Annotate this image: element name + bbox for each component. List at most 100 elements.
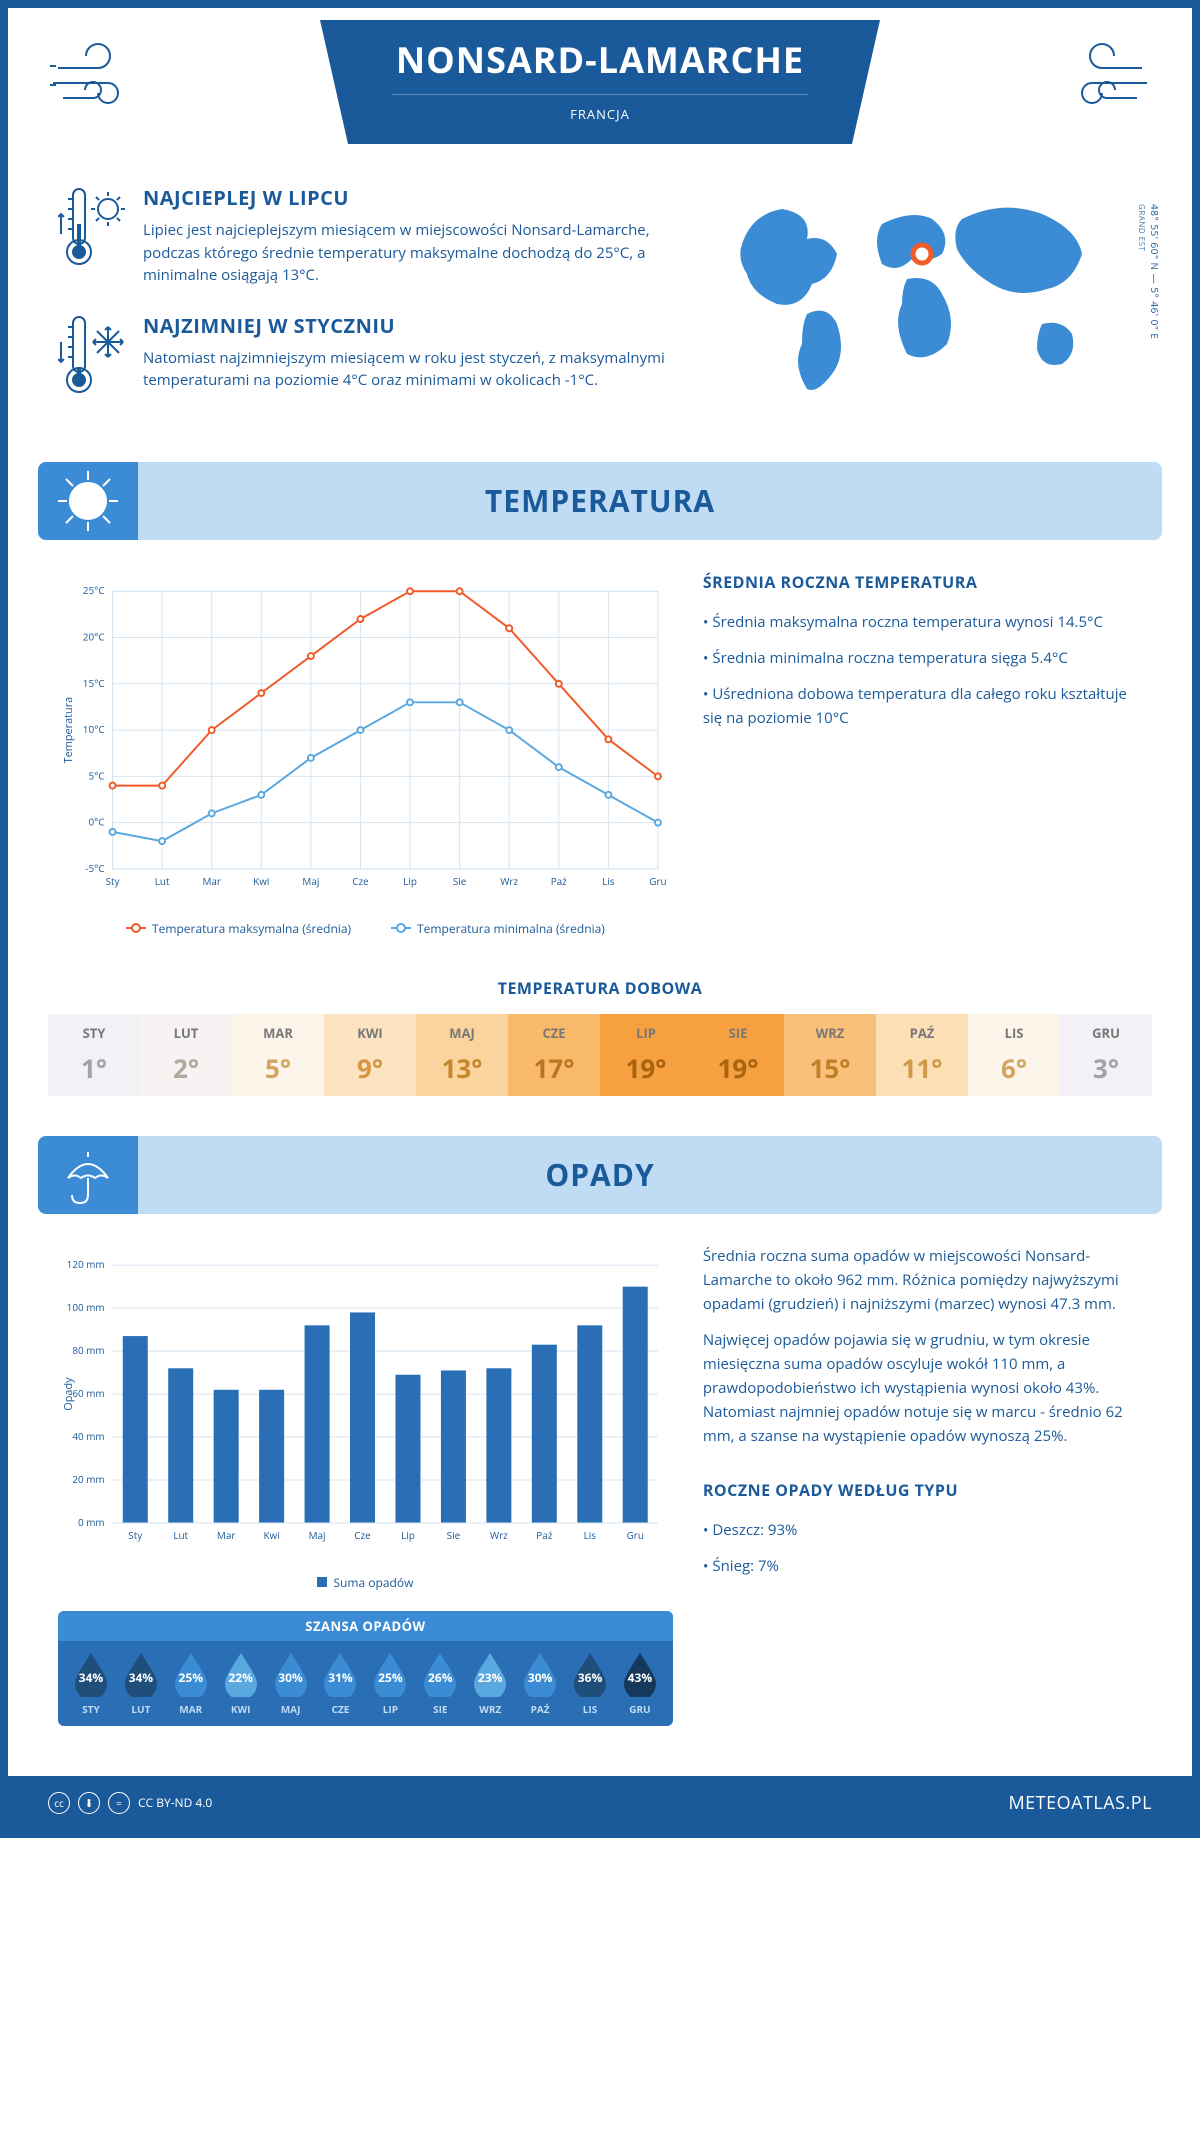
daily-cell: GRU 3°	[1060, 1014, 1152, 1096]
svg-text:40 mm: 40 mm	[72, 1429, 104, 1443]
svg-text:Lip: Lip	[403, 873, 417, 887]
raindrop-icon: 43%	[620, 1651, 660, 1697]
rain-chance-cell: 34% STY	[68, 1651, 114, 1716]
svg-text:Gru: Gru	[627, 1527, 644, 1541]
daily-cell: LUT 2°	[140, 1014, 232, 1096]
rain-chance-month: LIP	[367, 1702, 413, 1716]
rain-chance-cell: 34% LUT	[118, 1651, 164, 1716]
hot-text: Lipiec jest najcieplejszym miesiącem w m…	[143, 219, 692, 287]
precip-section-title: OPADY	[138, 1154, 1162, 1195]
rain-chance-cell: 22% KWI	[218, 1651, 264, 1716]
svg-text:Paź: Paź	[536, 1527, 552, 1541]
svg-text:20 mm: 20 mm	[72, 1472, 104, 1486]
temp-sidebar-title: ŚREDNIA ROCZNA TEMPERATURA	[703, 570, 1142, 596]
rain-chance-value: 43%	[628, 1669, 653, 1686]
raindrop-icon: 25%	[370, 1651, 410, 1697]
nd-icon: =	[108, 1792, 130, 1814]
precip-legend: Suma opadów	[58, 1574, 673, 1591]
daily-value: 17°	[508, 1050, 600, 1086]
svg-text:Opady: Opady	[61, 1376, 76, 1410]
daily-cell: CZE 17°	[508, 1014, 600, 1096]
rain-chance-value: 30%	[278, 1669, 303, 1686]
temp-chart-row: -5°C0°C5°C10°C15°C20°C25°CStyLutMarKwiMa…	[8, 560, 1192, 957]
temperature-line-chart: -5°C0°C5°C10°C15°C20°C25°CStyLutMarKwiMa…	[58, 570, 673, 910]
svg-text:Wrz: Wrz	[500, 873, 518, 887]
temp-bullet: • Średnia maksymalna roczna temperatura …	[703, 610, 1142, 634]
footer-brand: METEOATLAS.PL	[1008, 1791, 1152, 1815]
daily-month: SIE	[692, 1024, 784, 1050]
raindrop-icon: 34%	[121, 1651, 161, 1697]
thermometer-sun-icon	[58, 184, 128, 287]
cold-text: Natomiast najzimniejszym miesiącem w rok…	[143, 347, 692, 392]
svg-text:25°C: 25°C	[83, 583, 105, 597]
svg-text:Kwi: Kwi	[263, 1527, 279, 1541]
rain-chance-value: 31%	[328, 1669, 353, 1686]
daily-value: 19°	[600, 1050, 692, 1086]
svg-text:Wrz: Wrz	[490, 1527, 508, 1541]
daily-value: 13°	[416, 1050, 508, 1086]
rain-chance-cell: 25% LIP	[367, 1651, 413, 1716]
rain-chance-value: 34%	[129, 1669, 154, 1686]
header: NONSARD-LAMARCHE FRANCJA	[8, 8, 1192, 174]
temp-bullet: • Uśredniona dobowa temperatura dla całe…	[703, 682, 1142, 730]
svg-text:Paź: Paź	[551, 873, 567, 887]
rain-chance-value: 30%	[528, 1669, 553, 1686]
precipitation-bar-chart: 0 mm20 mm40 mm60 mm80 mm100 mm120 mmOpad…	[58, 1244, 673, 1564]
rain-chance-month: MAJ	[268, 1702, 314, 1716]
svg-text:Maj: Maj	[302, 873, 319, 887]
rain-chance-cell: 26% SIE	[417, 1651, 463, 1716]
svg-text:10°C: 10°C	[83, 722, 105, 736]
raindrop-icon: 30%	[520, 1651, 560, 1697]
svg-text:-5°C: -5°C	[85, 860, 104, 874]
svg-text:20°C: 20°C	[83, 629, 105, 643]
temp-bullet: • Średnia minimalna roczna temperatura s…	[703, 646, 1142, 670]
daily-value: 11°	[876, 1050, 968, 1086]
rain-chance-value: 25%	[178, 1669, 203, 1686]
daily-month: LIS	[968, 1024, 1060, 1050]
rain-chance-month: WRZ	[467, 1702, 513, 1716]
raindrop-icon: 25%	[171, 1651, 211, 1697]
cold-block: NAJZIMNIEJ W STYCZNIU Natomiast najzimni…	[58, 312, 692, 407]
svg-text:80 mm: 80 mm	[72, 1343, 104, 1357]
rain-chance-cell: 43% GRU	[617, 1651, 663, 1716]
precip-sidebar: Średnia roczna suma opadów w miejscowośc…	[703, 1244, 1142, 1726]
svg-text:Lis: Lis	[584, 1527, 597, 1541]
cc-icon: cc	[48, 1792, 70, 1814]
rain-chance-month: LUT	[118, 1702, 164, 1716]
rain-chance-month: SIE	[417, 1702, 463, 1716]
rain-chance-value: 22%	[228, 1669, 253, 1686]
hot-block: NAJCIEPLEJ W LIPCU Lipiec jest najcieple…	[58, 184, 692, 287]
svg-text:Mar: Mar	[217, 1527, 235, 1541]
legend-max-label: Temperatura maksymalna (średnia)	[152, 920, 351, 937]
daily-month: LUT	[140, 1024, 232, 1050]
daily-value: 3°	[1060, 1050, 1152, 1086]
daily-temp-title: TEMPERATURA DOBOWA	[8, 977, 1192, 999]
raindrop-icon: 23%	[470, 1651, 510, 1697]
svg-text:0°C: 0°C	[88, 814, 104, 828]
svg-text:Cze: Cze	[354, 1527, 371, 1541]
svg-text:Lut: Lut	[155, 873, 170, 887]
rain-chance-cell: 23% WRZ	[467, 1651, 513, 1716]
daily-cell: MAJ 13°	[416, 1014, 508, 1096]
temp-section-header: TEMPERATURA	[38, 462, 1162, 540]
svg-text:Temperatura: Temperatura	[61, 696, 76, 763]
daily-month: LIP	[600, 1024, 692, 1050]
type-bullet: • Deszcz: 93%	[703, 1518, 1142, 1542]
svg-text:Kwi: Kwi	[253, 873, 269, 887]
rain-chance-value: 23%	[478, 1669, 503, 1686]
footer: cc = CC BY-ND 4.0 METEOATLAS.PL	[8, 1776, 1192, 1830]
daily-value: 5°	[232, 1050, 324, 1086]
daily-value: 19°	[692, 1050, 784, 1086]
svg-text:0 mm: 0 mm	[78, 1514, 105, 1528]
daily-cell: STY 1°	[48, 1014, 140, 1096]
svg-text:Sie: Sie	[453, 873, 467, 887]
precip-para1: Średnia roczna suma opadów w miejscowośc…	[703, 1244, 1142, 1316]
raindrop-icon: 30%	[271, 1651, 311, 1697]
rain-chance-cell: 30% MAJ	[268, 1651, 314, 1716]
page-title: NONSARD-LAMARCHE	[340, 35, 860, 84]
page: NONSARD-LAMARCHE FRANCJA	[0, 0, 1200, 1838]
daily-cell: KWI 9°	[324, 1014, 416, 1096]
precip-legend-label: Suma opadów	[333, 1574, 413, 1591]
umbrella-icon	[38, 1136, 138, 1214]
world-map: 48° 55' 60" N — 5° 46' 0" E GRAND EST	[722, 184, 1142, 432]
